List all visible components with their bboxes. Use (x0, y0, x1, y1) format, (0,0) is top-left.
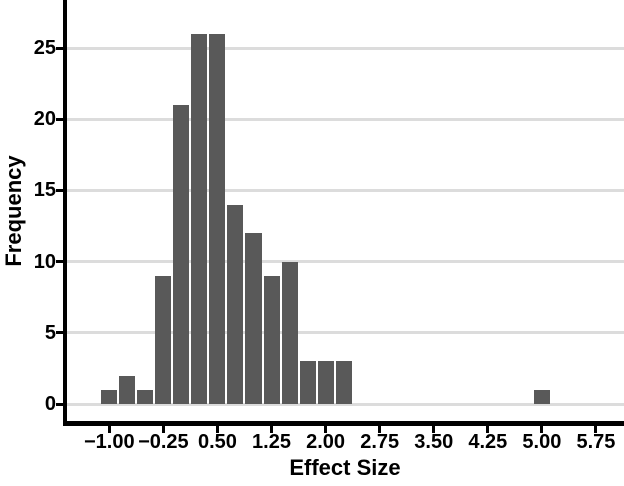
x-tick-label: 0.50 (197, 431, 237, 453)
y-tick-mark (56, 331, 63, 335)
y-tick-mark (56, 260, 63, 264)
x-tick-label: 2.75 (360, 431, 400, 453)
x-tick-mark (107, 425, 111, 433)
histogram-bar (281, 261, 298, 404)
x-tick-mark (378, 425, 382, 433)
x-tick-label: 4.25 (468, 431, 508, 453)
histogram-bar (227, 204, 244, 404)
x-tick-mark (540, 425, 544, 433)
x-tick-label: 2.00 (306, 431, 346, 453)
major-gridline (66, 46, 624, 50)
major-gridline (66, 260, 624, 264)
x-axis-line (63, 421, 624, 426)
histogram-bar (137, 389, 154, 404)
y-axis-title: Frequency (1, 155, 26, 267)
histogram-bar (263, 275, 280, 404)
x-tick-mark (161, 425, 165, 433)
major-gridline (66, 117, 624, 121)
x-tick-label: −1.00 (83, 431, 135, 453)
histogram-bar (191, 33, 208, 404)
histogram-bar (299, 361, 316, 404)
x-tick-label: −0.25 (138, 431, 189, 453)
major-gridline (66, 331, 624, 335)
major-gridline (66, 188, 624, 192)
y-tick-mark (56, 46, 63, 50)
y-tick-mark (56, 188, 63, 192)
y-axis-line (63, 0, 67, 426)
histogram-bar (335, 361, 352, 404)
x-tick-mark (594, 425, 598, 433)
y-tick-label: 25 (33, 37, 56, 59)
x-tick-mark (486, 425, 490, 433)
x-tick-label: 1.25 (252, 431, 291, 453)
x-tick-mark (215, 425, 219, 433)
y-tick-label: 5 (44, 321, 56, 344)
y-tick-label: 20 (33, 108, 56, 131)
y-tick-mark (56, 402, 63, 406)
histogram-bar (101, 389, 118, 404)
x-tick-mark (432, 425, 436, 433)
histogram-bar (317, 361, 334, 404)
histogram-bar (209, 33, 226, 404)
x-tick-mark (270, 425, 274, 433)
histogram-bar (155, 275, 172, 404)
y-tick-label: 0 (44, 393, 56, 415)
x-tick-label: 5.75 (576, 431, 616, 453)
histogram-bar (173, 104, 190, 404)
y-tick-label: 10 (33, 250, 56, 273)
histogram-bar (119, 375, 136, 404)
y-tick-mark (56, 117, 63, 121)
histogram-bar (533, 389, 550, 404)
x-tick-label: 3.50 (414, 431, 454, 453)
x-tick-mark (324, 425, 328, 433)
y-tick-label: 15 (33, 179, 56, 202)
x-axis-title: Effect Size (289, 455, 401, 480)
major-gridline (66, 402, 624, 406)
histogram-bar (245, 233, 262, 404)
x-tick-label: 5.00 (522, 431, 562, 453)
